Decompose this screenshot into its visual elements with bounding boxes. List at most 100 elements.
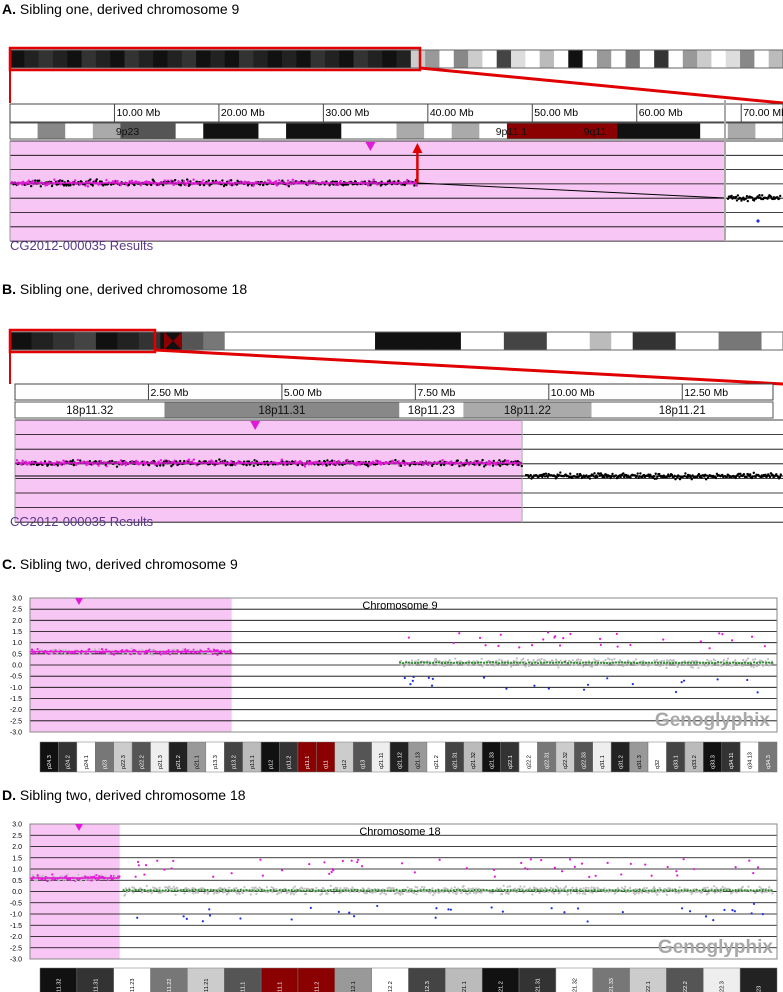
trend-point bbox=[545, 889, 548, 892]
gain-point bbox=[162, 652, 165, 655]
a-ideogram-band bbox=[682, 50, 698, 68]
trend-point bbox=[692, 661, 696, 664]
gain-point bbox=[56, 464, 59, 467]
normal-point bbox=[520, 861, 523, 865]
trend-point bbox=[602, 889, 605, 892]
normal-point bbox=[731, 909, 734, 912]
normal-point bbox=[676, 476, 679, 479]
panel-c-title: Chromosome 9 bbox=[362, 600, 437, 612]
normal-point bbox=[251, 886, 254, 889]
normal-point bbox=[582, 665, 585, 668]
normal-point bbox=[433, 892, 436, 895]
normal-point bbox=[730, 194, 733, 198]
normal-point bbox=[666, 865, 669, 869]
ideogram-band-label: q21.32 bbox=[572, 978, 578, 992]
normal-point bbox=[405, 890, 408, 893]
normal-point bbox=[734, 659, 737, 662]
normal-point bbox=[600, 473, 603, 477]
normal-point bbox=[675, 663, 678, 666]
trend-point bbox=[416, 661, 420, 664]
normal-point bbox=[305, 887, 308, 890]
b-ideogram-band bbox=[353, 332, 376, 350]
normal-point bbox=[775, 473, 778, 476]
gain-point bbox=[198, 460, 201, 463]
gain-point bbox=[30, 184, 33, 188]
y-tick-label: 1.0 bbox=[12, 640, 22, 647]
normal-point bbox=[421, 890, 424, 893]
normal-point bbox=[168, 885, 171, 888]
trend-point bbox=[179, 889, 182, 892]
a-cytoband bbox=[120, 123, 149, 139]
normal-point bbox=[465, 867, 468, 870]
normal-point bbox=[472, 887, 475, 890]
gain-point bbox=[346, 458, 349, 462]
gain-point bbox=[325, 464, 328, 467]
a-tick-label: 70.00 Mb bbox=[743, 107, 783, 119]
gain-point bbox=[255, 460, 259, 463]
normal-point bbox=[500, 892, 504, 895]
normal-point bbox=[353, 890, 356, 893]
trend-point bbox=[719, 889, 722, 892]
normal-point bbox=[531, 893, 534, 896]
gain-point bbox=[149, 649, 153, 652]
ideogram-band-label: q13 bbox=[360, 760, 366, 769]
normal-point bbox=[721, 885, 724, 888]
gain-point bbox=[156, 463, 159, 466]
normal-point bbox=[715, 472, 719, 476]
normal-point bbox=[207, 891, 210, 894]
normal-point bbox=[460, 660, 463, 663]
caption-d: D. Sibling two, derived chromosome 18 bbox=[2, 787, 246, 803]
normal-point bbox=[665, 666, 668, 669]
a-ideogram-band bbox=[24, 50, 40, 68]
ideogram-band-label: p11.23 bbox=[130, 979, 136, 992]
gain-point bbox=[207, 647, 210, 650]
trend-point bbox=[707, 661, 711, 665]
trend-point bbox=[719, 661, 723, 664]
trend-point bbox=[470, 889, 473, 893]
a-ideogram-band bbox=[367, 50, 383, 68]
normal-point bbox=[466, 893, 469, 896]
a-ideogram-band bbox=[725, 50, 741, 68]
normal-point bbox=[412, 675, 415, 679]
trend-point bbox=[443, 661, 447, 665]
normal-point bbox=[538, 891, 541, 895]
normal-point bbox=[468, 892, 472, 895]
normal-point bbox=[448, 658, 451, 662]
ideogram-band-label: q12.3 bbox=[425, 981, 431, 992]
gain-point bbox=[294, 459, 297, 463]
normal-point bbox=[559, 659, 562, 662]
normal-point bbox=[603, 476, 606, 479]
normal-point bbox=[576, 892, 579, 895]
gain-point bbox=[179, 184, 182, 187]
gain-point bbox=[100, 648, 104, 651]
trend-point bbox=[275, 889, 278, 893]
panel-b-chart: 2.50 Mb 5.00 Mb 7.50 Mb 10.00 Mb 12.50 Mb 18… bbox=[8, 328, 783, 529]
normal-point bbox=[719, 891, 722, 894]
normal-point bbox=[559, 471, 562, 474]
trend-point bbox=[629, 889, 632, 892]
trend-point bbox=[533, 661, 537, 664]
normal-point bbox=[462, 663, 466, 666]
a-cytoband bbox=[451, 123, 480, 139]
normal-point bbox=[259, 858, 262, 861]
normal-point bbox=[156, 859, 159, 862]
b-ideogram-band bbox=[267, 332, 290, 350]
a-cytoband bbox=[341, 123, 370, 139]
trend-point bbox=[638, 888, 641, 891]
normal-point bbox=[652, 887, 655, 890]
normal-point bbox=[606, 677, 609, 680]
normal-point bbox=[746, 199, 749, 203]
normal-point bbox=[443, 664, 446, 667]
ideogram-band-label: q22.3 bbox=[720, 981, 726, 992]
normal-point bbox=[588, 890, 592, 894]
normal-point bbox=[352, 915, 356, 918]
normal-point bbox=[425, 663, 428, 667]
normal-point bbox=[593, 472, 596, 475]
normal-point bbox=[752, 902, 756, 906]
normal-point bbox=[542, 638, 545, 641]
trend-point bbox=[746, 889, 749, 892]
b-ideogram-band bbox=[52, 332, 75, 350]
normal-point bbox=[315, 886, 318, 889]
trend-point bbox=[614, 889, 617, 892]
trend-point bbox=[218, 889, 221, 892]
